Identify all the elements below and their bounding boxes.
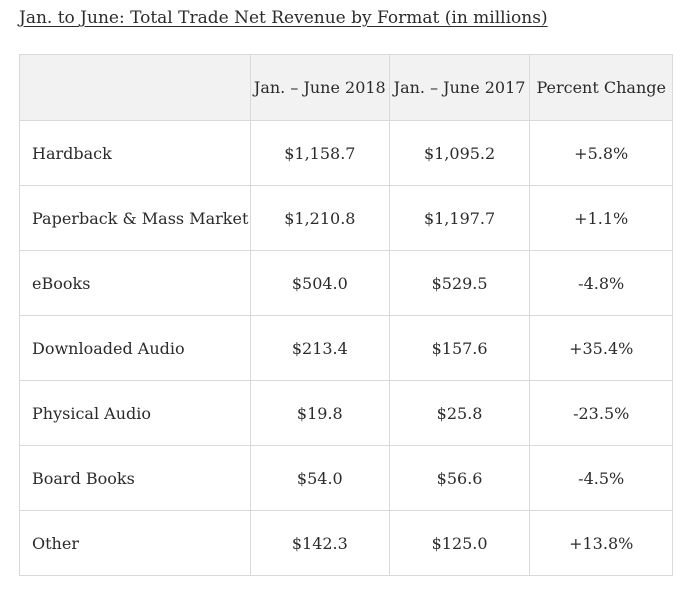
value-2017-cell: $25.8 xyxy=(388,380,531,446)
percent-change-cell: +35.4% xyxy=(529,315,673,381)
table-body: Hardback $1,158.7 $1,095.2 +5.8% Paperba… xyxy=(19,120,673,576)
header-percent-change: Percent Change xyxy=(529,54,673,121)
table-row: eBooks $504.0 $529.5 -4.8% xyxy=(19,250,673,316)
table-row: Hardback $1,158.7 $1,095.2 +5.8% xyxy=(19,120,673,186)
value-2018-cell: $19.8 xyxy=(249,380,390,446)
format-cell: Hardback xyxy=(19,120,251,186)
header-format xyxy=(19,54,251,121)
header-2017: Jan. – June 2017 xyxy=(388,54,531,121)
table-header: Jan. – June 2018 Jan. – June 2017 Percen… xyxy=(19,54,673,121)
value-2017-cell: $529.5 xyxy=(388,250,531,316)
table-row: Physical Audio $19.8 $25.8 -23.5% xyxy=(19,380,673,446)
value-2018-cell: $1,158.7 xyxy=(249,120,390,186)
header-2018: Jan. – June 2018 xyxy=(249,54,390,121)
value-2018-cell: $1,210.8 xyxy=(249,185,390,251)
format-cell: eBooks xyxy=(19,250,251,316)
percent-change-cell: -4.8% xyxy=(529,250,673,316)
table-row: Paperback & Mass Market $1,210.8 $1,197.… xyxy=(19,185,673,251)
format-cell: Paperback & Mass Market xyxy=(19,185,251,251)
value-2017-cell: $1,197.7 xyxy=(388,185,531,251)
format-cell: Physical Audio xyxy=(19,380,251,446)
percent-change-cell: -23.5% xyxy=(529,380,673,446)
format-cell: Downloaded Audio xyxy=(19,315,251,381)
percent-change-cell: +5.8% xyxy=(529,120,673,186)
table-title[interactable]: Jan. to June: Total Trade Net Revenue by… xyxy=(19,8,548,28)
format-cell: Board Books xyxy=(19,445,251,511)
table-row: Other $142.3 $125.0 +13.8% xyxy=(19,510,673,576)
value-2017-cell: $56.6 xyxy=(388,445,531,511)
value-2018-cell: $504.0 xyxy=(249,250,390,316)
value-2017-cell: $157.6 xyxy=(388,315,531,381)
percent-change-cell: +1.1% xyxy=(529,185,673,251)
format-cell: Other xyxy=(19,510,251,576)
revenue-table: Jan. – June 2018 Jan. – June 2017 Percen… xyxy=(19,54,673,576)
value-2017-cell: $1,095.2 xyxy=(388,120,531,186)
percent-change-cell: +13.8% xyxy=(529,510,673,576)
value-2018-cell: $213.4 xyxy=(249,315,390,381)
table-row: Downloaded Audio $213.4 $157.6 +35.4% xyxy=(19,315,673,381)
header-row: Jan. – June 2018 Jan. – June 2017 Percen… xyxy=(19,54,673,121)
value-2018-cell: $54.0 xyxy=(249,445,390,511)
percent-change-cell: -4.5% xyxy=(529,445,673,511)
table-row: Board Books $54.0 $56.6 -4.5% xyxy=(19,445,673,511)
value-2017-cell: $125.0 xyxy=(388,510,531,576)
value-2018-cell: $142.3 xyxy=(249,510,390,576)
